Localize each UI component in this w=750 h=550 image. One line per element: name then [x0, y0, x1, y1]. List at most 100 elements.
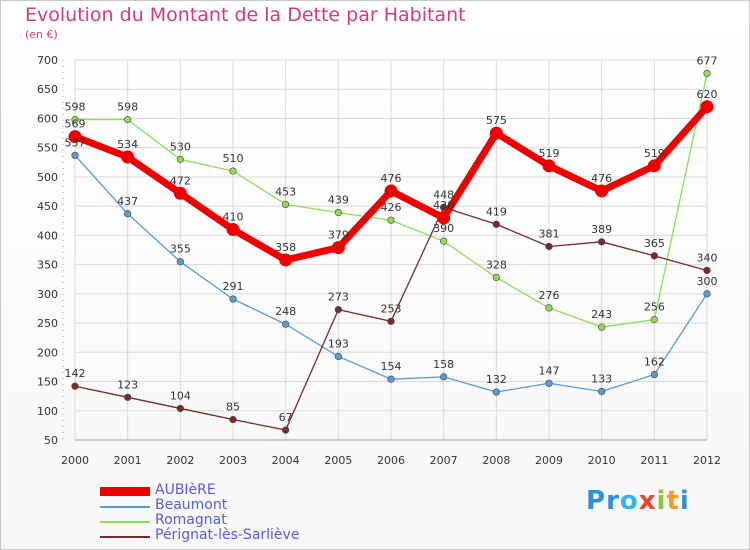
proxiti-logo: Proxiti — [586, 486, 690, 516]
legend-swatch — [100, 506, 150, 508]
data-label: 598 — [65, 101, 86, 114]
logo-letter: t — [666, 486, 680, 516]
data-point — [71, 382, 79, 390]
data-label: 381 — [539, 227, 560, 240]
data-point — [282, 200, 290, 208]
logo-letter: o — [619, 486, 639, 516]
x-tick-label: 2011 — [640, 454, 668, 467]
data-label: 677 — [697, 54, 718, 67]
data-label: 534 — [117, 138, 138, 151]
data-point — [71, 151, 79, 159]
data-point — [545, 242, 553, 251]
data-label: 519 — [539, 147, 560, 160]
x-tick-label: 2008 — [482, 454, 510, 467]
data-point — [387, 375, 395, 383]
x-tick-label: 2010 — [588, 454, 616, 467]
x-tick-label: 2005 — [324, 454, 352, 467]
data-point — [703, 69, 711, 78]
legend-label: Pérignat-lès-Sarliève — [155, 527, 300, 543]
x-tick-label: 2007 — [430, 454, 458, 467]
data-point — [489, 126, 503, 140]
y-tick-label: 500 — [37, 171, 58, 184]
x-tick-label: 2004 — [272, 454, 300, 467]
data-label: 328 — [486, 258, 507, 271]
data-label: 530 — [170, 140, 191, 153]
y-tick-label: 550 — [37, 142, 58, 155]
data-label: 340 — [697, 251, 718, 264]
data-point — [598, 387, 606, 396]
data-label: 426 — [381, 201, 402, 214]
y-tick-label: 50 — [44, 434, 58, 447]
data-label: 620 — [697, 88, 718, 101]
data-label: 476 — [381, 172, 402, 185]
data-point — [387, 216, 395, 224]
y-tick-label: 200 — [37, 346, 58, 359]
data-point — [650, 252, 658, 260]
y-tick-label: 250 — [37, 317, 58, 330]
x-tick-label: 2002 — [166, 454, 194, 467]
data-point — [598, 238, 606, 246]
data-point — [124, 393, 132, 401]
data-label: 142 — [65, 367, 86, 380]
data-label: 132 — [486, 373, 507, 386]
data-label: 123 — [117, 378, 138, 391]
data-point — [71, 116, 79, 124]
data-label: 256 — [644, 301, 665, 314]
data-point — [647, 159, 661, 173]
x-tick-label: 2003 — [219, 454, 247, 467]
data-point — [542, 159, 556, 173]
legend-label: AUBIèRE — [155, 482, 216, 498]
data-label: 291 — [223, 280, 244, 293]
data-label: 510 — [223, 152, 244, 165]
data-point — [331, 241, 345, 255]
data-label: 300 — [697, 275, 718, 288]
data-point — [595, 184, 609, 198]
data-point — [229, 167, 237, 175]
legend-item-perignat: Pérignat-lès-Sarliève — [100, 527, 360, 543]
data-label: 147 — [539, 364, 560, 377]
data-label: 158 — [433, 358, 454, 371]
data-label: 537 — [65, 136, 86, 149]
data-point — [650, 315, 658, 324]
data-point — [650, 370, 658, 379]
data-point — [334, 208, 342, 217]
legend-label: Romagnat — [155, 512, 227, 528]
data-label: 575 — [486, 114, 507, 127]
data-label: 389 — [591, 223, 612, 236]
data-label: 248 — [275, 305, 296, 318]
data-label: 365 — [644, 237, 665, 250]
data-label: 276 — [539, 289, 560, 302]
y-tick-label: 350 — [37, 259, 58, 272]
y-tick-label: 650 — [37, 83, 58, 96]
legend-item-aubiere: AUBIèRE — [100, 482, 360, 498]
data-point — [121, 150, 135, 164]
chart-title: Evolution du Montant de la Dette par Hab… — [25, 4, 466, 26]
data-label: 379 — [328, 229, 349, 242]
data-point — [440, 373, 448, 381]
data-point — [173, 186, 187, 200]
data-label: 448 — [433, 188, 454, 201]
y-tick-label: 600 — [37, 112, 58, 125]
data-label: 133 — [591, 372, 612, 385]
data-point — [545, 304, 553, 312]
data-label: 453 — [275, 185, 296, 198]
data-label: 472 — [170, 174, 191, 187]
x-tick-label: 2006 — [377, 454, 405, 467]
data-label: 358 — [275, 241, 296, 254]
data-point — [176, 404, 184, 413]
y-tick-label: 700 — [37, 54, 58, 67]
data-label: 154 — [381, 360, 402, 373]
data-label: 430 — [433, 199, 454, 212]
data-label: 355 — [170, 243, 191, 256]
x-tick-label: 2012 — [693, 454, 721, 467]
data-label: 439 — [328, 194, 349, 207]
data-label: 598 — [117, 101, 138, 114]
data-point — [387, 317, 395, 325]
data-point — [440, 237, 448, 245]
legend-label: Beaumont — [155, 497, 228, 513]
data-label: 253 — [381, 302, 402, 315]
logo-letter: r — [606, 486, 620, 516]
data-point — [700, 100, 714, 114]
chart-plot: 50 100 150 200 250 300 350 400 450 500 550 600 650 70… — [37, 54, 721, 467]
data-point — [124, 210, 132, 218]
